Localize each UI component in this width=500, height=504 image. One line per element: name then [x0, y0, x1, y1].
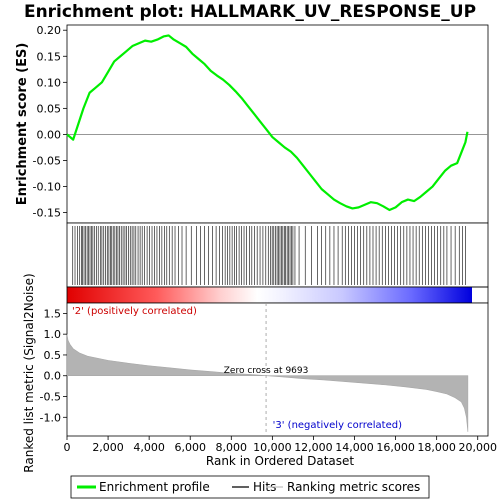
es-y-tick-label: 0.20 — [37, 24, 62, 37]
chart-title: Enrichment plot: HALLMARK_UV_RESPONSE_UP — [24, 2, 476, 22]
legend-box — [70, 475, 430, 499]
x-tick-label: 4,000 — [133, 441, 165, 454]
metric-y-tick-label: 1.5 — [44, 307, 62, 320]
legend: Enrichment profile Hits Ranking metric s… — [70, 475, 430, 499]
x-tick-label: 8,000 — [216, 441, 248, 454]
enrichment-profile-series — [66, 34, 469, 212]
es-y-tick-label: 0.00 — [37, 128, 62, 141]
x-tick-label: 12,000 — [294, 441, 333, 454]
legend-label-profile: Enrichment profile — [99, 480, 210, 494]
metric-y-tick-label: -0.5 — [40, 391, 61, 404]
metric-panel-frame — [66, 302, 489, 437]
x-tick-label: 0 — [64, 441, 71, 454]
heatmap-bar — [67, 287, 472, 303]
negative-correlation-label: '3' (negatively correlated) — [273, 420, 402, 431]
metric-y-tick-label: -1.0 — [40, 411, 61, 424]
es-y-tick-label: 0.15 — [37, 50, 62, 63]
ranked-metric-series — [66, 334, 469, 432]
es-y-tick-label: -0.15 — [33, 207, 61, 220]
enrichment-profile-line — [66, 34, 469, 212]
metric-axis-label: Ranked list metric (Signal2Noise) — [22, 273, 36, 472]
enrichment-panel-frame — [66, 24, 489, 224]
ranked-metric-area — [66, 334, 469, 432]
x-tick-label: 10,000 — [253, 441, 292, 454]
es-axis-label: Enrichment score (ES) — [15, 43, 30, 206]
metric-y-tick-label: 0.0 — [44, 370, 62, 383]
metric-y-axis: 1.5 1.0 0.5 0.0 -0.5 -1.0 — [40, 307, 67, 424]
legend-label-metric: Ranking metric scores — [287, 480, 420, 494]
x-tick-label: 18,000 — [417, 441, 456, 454]
legend-label-hits: Hits — [253, 480, 276, 494]
x-axis-label: Rank in Ordered Dataset — [206, 454, 354, 468]
x-tick-label: 14,000 — [335, 441, 374, 454]
metric-y-tick-label: 0.5 — [44, 349, 62, 362]
x-tick-label: 20,000 — [458, 441, 497, 454]
es-y-axis: 0.20 0.15 0.10 0.05 0.00 -0.05 -0.10 -0.15 — [33, 24, 67, 220]
x-tick-label: 2,000 — [92, 441, 124, 454]
metric-y-tick-label: 1.0 — [44, 328, 62, 341]
x-tick-label: 16,000 — [376, 441, 415, 454]
es-y-tick-label: 0.10 — [37, 76, 62, 89]
es-y-tick-label: -0.05 — [33, 154, 61, 167]
hits-panel-frame — [66, 222, 489, 288]
hit-markers — [72, 226, 466, 285]
x-tick-label: 6,000 — [174, 441, 206, 454]
es-y-tick-label: -0.10 — [33, 181, 61, 194]
positive-correlation-label: '2' (positively correlated) — [72, 306, 197, 317]
rank-x-axis: 0 2,000 4,000 6,000 8,000 10,000 12,000 14,000 1… — [64, 436, 497, 454]
es-y-tick-label: 0.05 — [37, 102, 62, 115]
